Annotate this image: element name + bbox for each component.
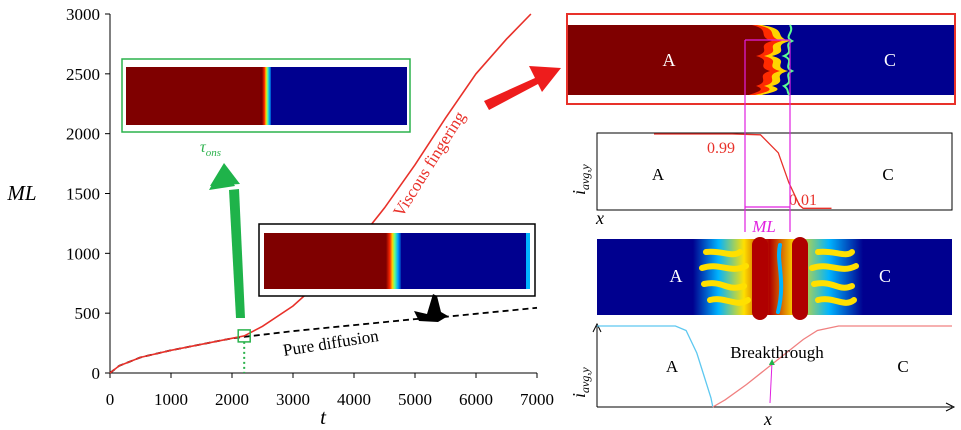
ml-label: ML — [751, 217, 776, 236]
green-arrow-head — [210, 163, 240, 186]
y-tick-labels: 0 500 1000 1500 2000 2500 3000 — [66, 5, 110, 383]
lower-profile-plot: Breakthrough A C iavg,y x — [569, 322, 956, 429]
x-tick-label: 5000 — [398, 390, 432, 409]
upper-profile-curve — [654, 133, 832, 209]
x-tick-labels: 0 1000 2000 3000 4000 5000 6000 7000 — [106, 373, 554, 409]
top-panel-displacing — [568, 25, 744, 95]
diffusion-inset-displaced — [401, 233, 529, 289]
bottom-panel-label-a: A — [670, 266, 683, 286]
x-tick-label: 6000 — [459, 390, 493, 409]
y-tick-label: 0 — [92, 364, 101, 383]
y-tick-label: 2000 — [66, 125, 100, 144]
lower-region-c: C — [897, 357, 908, 376]
x-tick-label: 4000 — [337, 390, 371, 409]
upper-y-label: iavg,y — [569, 164, 592, 195]
onset-inset-front — [262, 67, 272, 125]
lower-x-label: x — [763, 409, 772, 429]
lower-axis-arrows — [592, 322, 956, 412]
top-panel-fingers — [743, 24, 795, 96]
x-axis-title: t — [320, 405, 327, 429]
top-panel-label-c: C — [884, 50, 896, 70]
cyan-profile-curve — [597, 325, 714, 408]
onset-inset-displaced — [271, 67, 407, 125]
lower-region-a: A — [666, 357, 679, 376]
onset-inset-displacing — [126, 67, 264, 125]
x-tick-label: 3000 — [276, 390, 310, 409]
upper-value-label: 0.99 — [707, 140, 735, 157]
top-flow-panel: A C — [566, 13, 956, 105]
ml-vs-t-chart: 0 1000 2000 3000 4000 5000 6000 7000 0 500 1000 15… — [6, 5, 554, 429]
breakthrough-pointer — [768, 359, 775, 404]
y-tick-label: 1500 — [66, 185, 100, 204]
y-tick-label: 500 — [75, 304, 101, 323]
bottom-flow-panel: A C — [597, 237, 952, 320]
diffusion-inset-front — [386, 233, 402, 289]
y-tick-label: 1000 — [66, 244, 100, 263]
top-panel-label-a: A — [663, 50, 676, 70]
y-tick-label: 3000 — [66, 5, 100, 24]
diffusion-inset-displacing — [264, 233, 390, 289]
red-arrow — [484, 66, 561, 110]
x-tick-label: 0 — [106, 390, 115, 409]
x-tick-label: 2000 — [215, 390, 249, 409]
breakthrough-label: Breakthrough — [730, 343, 824, 362]
upper-region-a: A — [652, 165, 665, 184]
bottom-panel-label-c: C — [879, 266, 891, 286]
black-arrow — [414, 294, 448, 322]
upper-profile-frame — [596, 132, 953, 211]
viscous-fingering-line — [109, 13, 532, 374]
bottom-panel-fingers — [699, 237, 859, 320]
upper-profile-plot: 0.99 0.01 A C iavg,y x ML — [569, 39, 953, 236]
top-panel-displaced — [787, 25, 954, 95]
y-tick-label: 2500 — [66, 65, 100, 84]
green-arrow-shaft — [229, 189, 245, 318]
diffusion-inset — [258, 223, 536, 297]
x-tick-label: 7000 — [520, 390, 554, 409]
upper-x-label: x — [595, 208, 604, 228]
y-axis-title: ML — [6, 181, 36, 205]
lower-value-label: 0.01 — [789, 192, 817, 209]
upper-region-c: C — [882, 165, 893, 184]
diffusion-inset-outlet — [526, 233, 530, 289]
lower-y-label: iavg,y — [569, 367, 592, 398]
x-tick-label: 1000 — [154, 390, 188, 409]
onset-inset — [121, 58, 411, 133]
red-profile-curve — [712, 325, 952, 408]
onset-label: τons — [200, 139, 221, 159]
